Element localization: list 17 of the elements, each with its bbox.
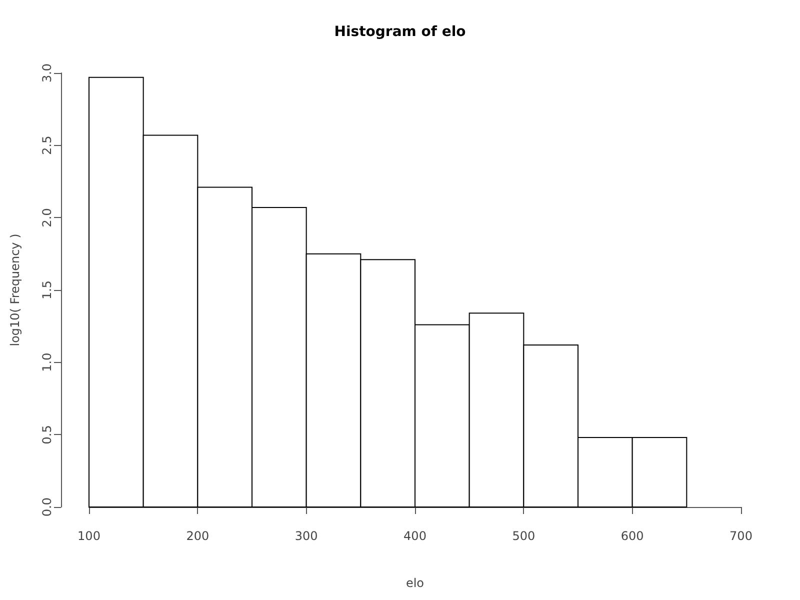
y-tick-label: 0.5	[40, 425, 54, 444]
x-tick-label: 700	[730, 529, 752, 543]
y-tick-label: 2.0	[40, 208, 54, 228]
x-tick-label: 400	[404, 529, 426, 543]
x-tick-label: 300	[294, 529, 318, 543]
y-tick-label: 2.5	[40, 136, 54, 155]
y-tick-label: 1.5	[40, 280, 54, 300]
x-axis-title: elo	[406, 576, 424, 590]
y-tick-label: 0.0	[40, 497, 54, 517]
x-tick-label: 200	[186, 529, 210, 543]
x-tick-label: 500	[512, 529, 536, 543]
y-axis-title: log10( Frequency )	[8, 234, 22, 346]
chart-title: Histogram of elo	[334, 24, 466, 40]
y-tick-label: 3.0	[40, 63, 54, 83]
x-tick-label: 600	[620, 529, 644, 543]
x-tick-label: 100	[78, 529, 100, 543]
y-tick-label: 1.0	[40, 352, 54, 372]
